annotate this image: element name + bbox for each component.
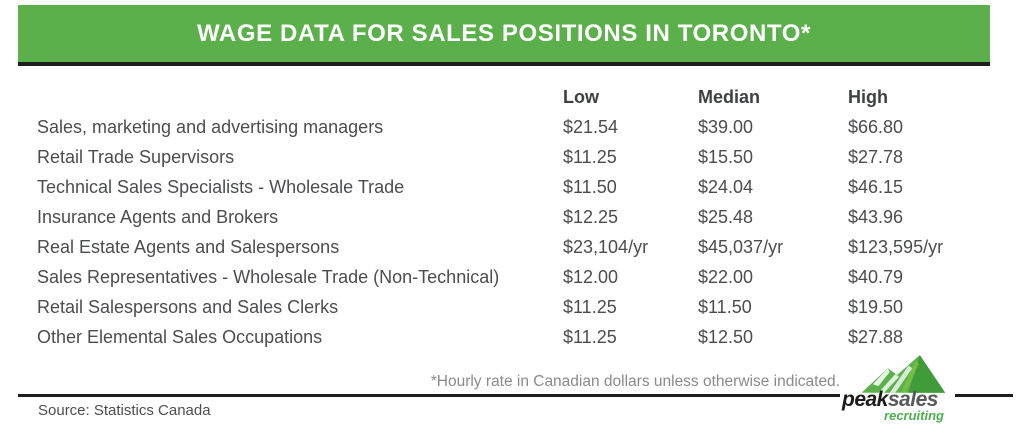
- cell-median: $11.50: [698, 296, 752, 317]
- cell-low: $11.25: [563, 146, 617, 167]
- table-header-row: Low Median High: [37, 82, 990, 112]
- column-header-high: High: [848, 86, 888, 107]
- row-label: Retail Salespersons and Sales Clerks: [37, 296, 339, 317]
- row-label: Other Elemental Sales Occupations: [37, 326, 323, 347]
- row-label: Sales Representatives - Wholesale Trade …: [37, 266, 500, 287]
- column-header-low: Low: [563, 86, 599, 107]
- cell-low: $11.50: [563, 176, 617, 197]
- logo-wordmark: peaksales: [842, 388, 958, 411]
- table-row: Retail Trade Supervisors $11.25 $15.50 $…: [37, 142, 990, 172]
- table-row: Sales, marketing and advertising manager…: [37, 112, 990, 142]
- row-label: Sales, marketing and advertising manager…: [37, 116, 384, 137]
- cell-median: $12.50: [698, 326, 754, 347]
- table-row: Insurance Agents and Brokers $12.25 $25.…: [37, 202, 990, 232]
- cell-low: $12.00: [563, 266, 619, 287]
- logo-sales-text: sales: [887, 388, 939, 411]
- footnote: *Hourly rate in Canadian dollars unless …: [430, 373, 840, 390]
- logo-tagline: recruiting: [884, 408, 944, 423]
- cell-high: $40.79: [848, 266, 904, 287]
- wage-table: Low Median High Sales, marketing and adv…: [37, 82, 990, 352]
- divider-line-right: [955, 394, 1013, 397]
- mountain-icon: [861, 355, 946, 393]
- divider-line: [18, 394, 840, 397]
- cell-median: $25.48: [698, 206, 754, 227]
- cell-low: $11.25: [563, 326, 617, 347]
- column-header-median: Median: [698, 86, 761, 107]
- logo-peak-text: peak: [842, 388, 888, 411]
- cell-high: $27.88: [848, 326, 904, 347]
- row-label: Retail Trade Supervisors: [37, 146, 235, 167]
- row-label: Technical Sales Specialists - Wholesale …: [37, 176, 405, 197]
- table-row: Retail Salespersons and Sales Clerks $11…: [37, 292, 990, 322]
- page-title: WAGE DATA FOR SALES POSITIONS IN TORONTO…: [197, 19, 811, 47]
- cell-high: $27.78: [848, 146, 904, 167]
- cell-high: $43.96: [848, 206, 904, 227]
- cell-median: $15.50: [698, 146, 754, 167]
- cell-low: $21.54: [563, 116, 619, 137]
- table-row: Other Elemental Sales Occupations $11.25…: [37, 322, 990, 352]
- table-row: Real Estate Agents and Salespersons $23,…: [37, 232, 990, 262]
- cell-high: $123,595/yr: [848, 236, 944, 257]
- row-label: Insurance Agents and Brokers: [37, 206, 279, 227]
- cell-high: $46.15: [848, 176, 904, 197]
- cell-median: $39.00: [698, 116, 754, 137]
- cell-low: $12.25: [563, 206, 619, 227]
- cell-median: $45,037/yr: [698, 236, 784, 257]
- table-row: Sales Representatives - Wholesale Trade …: [37, 262, 990, 292]
- cell-low: $23,104/yr: [563, 236, 649, 257]
- cell-high: $19.50: [848, 296, 904, 317]
- source-note: Source: Statistics Canada: [38, 402, 211, 419]
- cell-low: $11.25: [563, 296, 617, 317]
- cell-median: $24.04: [698, 176, 754, 197]
- title-bar: WAGE DATA FOR SALES POSITIONS IN TORONTO…: [18, 5, 990, 66]
- table-row: Technical Sales Specialists - Wholesale …: [37, 172, 990, 202]
- cell-high: $66.80: [848, 116, 904, 137]
- cell-median: $22.00: [698, 266, 754, 287]
- peaksales-logo: peaksales recruiting: [842, 353, 958, 422]
- row-label: Real Estate Agents and Salespersons: [37, 236, 340, 257]
